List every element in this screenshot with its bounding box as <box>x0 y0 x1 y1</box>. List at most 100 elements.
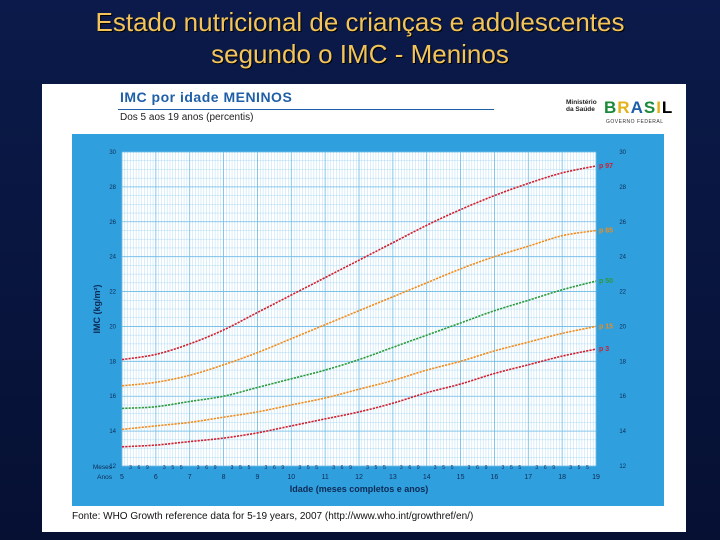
x-tick-label: 11 <box>322 474 329 481</box>
x-month-tick-label: 3 <box>231 465 234 471</box>
x-month-tick-label: 3 <box>502 465 505 471</box>
y-tick-label-right: 20 <box>619 324 626 330</box>
x-month-tick-label: 5 <box>375 465 378 471</box>
logo-letter: A <box>630 98 644 117</box>
series-line-p97 <box>121 165 597 361</box>
y-tick-label-left: 24 <box>109 255 116 261</box>
x-month-tick-label: 5 <box>383 465 386 471</box>
x-month-tick-label: 3 <box>434 465 437 471</box>
x-row-label-years: Anos <box>97 474 113 481</box>
x-row-label-months: Meses <box>93 464 113 471</box>
x-month-tick-label: 9 <box>552 465 555 471</box>
y-tick-label-right: 12 <box>619 464 626 470</box>
ministry-logo: Ministério da Saúde BRASIL GOVERNO FEDER… <box>566 98 678 128</box>
x-month-tick-label: 6 <box>205 465 208 471</box>
x-month-tick-label: 6 <box>476 465 479 471</box>
x-month-tick-label: 6 <box>273 465 276 471</box>
y-tick-label-right: 26 <box>619 220 626 226</box>
x-tick-label: 5 <box>120 474 124 481</box>
x-month-tick-label: 5 <box>451 465 454 471</box>
x-month-tick-label: 5 <box>578 465 581 471</box>
logo-letter: L <box>661 98 674 117</box>
x-month-tick-label: 3 <box>197 465 200 471</box>
series-line-p3 <box>121 348 597 448</box>
x-tick-label: 12 <box>355 474 363 481</box>
y-tick-label-right: 30 <box>619 150 626 156</box>
x-month-tick-label: 5 <box>442 465 445 471</box>
y-tick-label-right: 18 <box>619 359 626 365</box>
x-tick-label: 17 <box>524 474 532 481</box>
bmi-chart: 12 12 14 14 16 16 18 18 20 20 22 22 24 24 26 26 28 28 30 30… <box>72 134 664 506</box>
x-month-tick-label: 3 <box>163 465 166 471</box>
logo-letter: I <box>656 98 662 117</box>
series-label-p50: p 50 <box>599 278 613 285</box>
x-month-tick-label: 3 <box>569 465 572 471</box>
y-tick-label-right: 24 <box>619 255 626 261</box>
x-month-tick-label: 9 <box>485 465 488 471</box>
x-month-tick-label: 3 <box>129 465 132 471</box>
x-tick-label: 7 <box>188 474 192 481</box>
x-month-tick-label: 9 <box>281 465 284 471</box>
title-divider <box>118 109 494 110</box>
y-tick-label-left: 18 <box>109 359 116 365</box>
x-month-tick-label: 3 <box>298 465 301 471</box>
x-month-tick-label: 9 <box>349 465 352 471</box>
slide-title-line2: segundo o IMC - Meninos <box>211 39 509 69</box>
x-month-tick-label: 3 <box>535 465 538 471</box>
x-month-tick-label: 5 <box>239 465 242 471</box>
x-month-tick-label: 5 <box>248 465 251 471</box>
series-line-p85 <box>121 229 597 387</box>
series-label-p85: p 85 <box>599 228 613 235</box>
y-tick-label-left: 14 <box>109 429 116 435</box>
x-month-tick-label: 9 <box>146 465 149 471</box>
major-grid <box>121 151 597 467</box>
series-label-p3: p 3 <box>599 346 609 353</box>
logo-letter: B <box>604 98 618 117</box>
x-month-tick-label: 5 <box>518 465 521 471</box>
chart-panel: IMC por idade MENINOS Dos 5 aos 19 anos … <box>42 84 686 532</box>
x-tick-label: 14 <box>423 474 431 481</box>
x-tick-label: 10 <box>287 474 295 481</box>
y-tick-label-left: 12 <box>109 464 116 470</box>
x-month-tick-label: 5 <box>180 465 183 471</box>
chart-title: IMC por idade MENINOS <box>120 89 293 105</box>
y-tick-label-left: 26 <box>109 220 116 226</box>
y-tick-label-left: 28 <box>109 185 116 191</box>
y-tick-label-right: 16 <box>619 394 626 400</box>
x-month-tick-label: 5 <box>510 465 513 471</box>
slide-title-line1: Estado nutricional de crianças e adolesc… <box>95 7 625 37</box>
x-tick-label: 15 <box>457 474 465 481</box>
slide-title: Estado nutricional de crianças e adolesc… <box>0 6 720 70</box>
y-tick-label-left: 30 <box>109 150 116 156</box>
x-tick-label: 19 <box>592 474 600 481</box>
x-month-tick-label: 3 <box>332 465 335 471</box>
x-month-tick-label: 5 <box>171 465 174 471</box>
y-tick-label-left: 22 <box>109 290 116 296</box>
series-label-p15: p 15 <box>599 323 613 330</box>
x-month-tick-label: 6 <box>138 465 141 471</box>
x-tick-label: 18 <box>558 474 566 481</box>
x-tick-label: 13 <box>389 474 397 481</box>
y-tick-label-right: 14 <box>619 429 626 435</box>
y-tick-label-right: 22 <box>619 290 626 296</box>
x-month-tick-label: 3 <box>366 465 369 471</box>
logo-gov-text: GOVERNO FEDERAL <box>606 119 664 125</box>
x-tick-label: 16 <box>491 474 499 481</box>
logo-ministry-text: Ministério da Saúde <box>566 99 597 113</box>
series-label-p97: p 97 <box>599 163 613 170</box>
x-tick-label: 9 <box>255 474 259 481</box>
x-month-tick-label: 5 <box>307 465 310 471</box>
x-tick-label: 6 <box>154 474 158 481</box>
y-tick-label-right: 28 <box>619 185 626 191</box>
x-month-tick-label: 3 <box>400 465 403 471</box>
x-month-tick-label: 6 <box>544 465 547 471</box>
series-line-p50 <box>121 280 597 410</box>
y-axis-label: IMC (kg/m²) <box>92 285 102 334</box>
chart-subtitle: Dos 5 aos 19 anos (percentis) <box>120 112 254 123</box>
logo-brasil-wordmark: BRASIL <box>604 98 673 118</box>
x-month-tick-label: 9 <box>417 465 420 471</box>
logo-letter: S <box>643 98 657 117</box>
series-line-p15 <box>121 325 597 431</box>
y-tick-label-left: 20 <box>109 324 116 330</box>
x-axis-label: Idade (meses completos e anos) <box>290 484 429 494</box>
